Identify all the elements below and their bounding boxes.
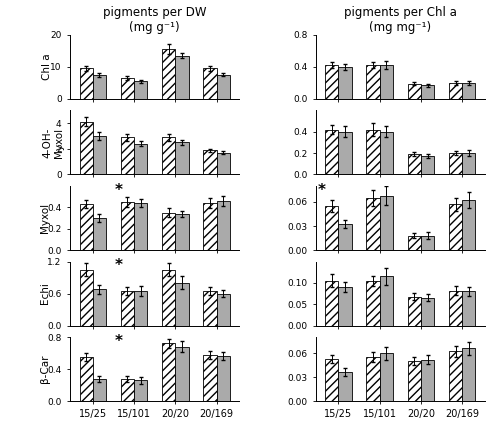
Bar xyxy=(408,235,421,250)
Bar xyxy=(462,201,475,250)
Text: *: * xyxy=(318,183,326,198)
Bar xyxy=(449,290,462,326)
Bar xyxy=(92,379,106,401)
Title: pigments per DW
(mg g⁻¹): pigments per DW (mg g⁻¹) xyxy=(103,6,206,34)
Bar xyxy=(325,359,338,401)
Bar xyxy=(380,353,393,401)
Bar xyxy=(162,137,175,174)
Bar xyxy=(449,153,462,174)
Bar xyxy=(162,213,175,250)
Bar xyxy=(216,356,230,401)
Bar xyxy=(366,281,380,326)
Bar xyxy=(162,269,175,326)
Bar xyxy=(92,289,106,326)
Y-axis label: Chl a: Chl a xyxy=(42,54,52,80)
Bar xyxy=(380,276,393,326)
Bar xyxy=(121,78,134,99)
Bar xyxy=(462,83,475,99)
Bar xyxy=(92,218,106,250)
Bar xyxy=(134,380,147,401)
Bar xyxy=(449,204,462,250)
Bar xyxy=(421,85,434,99)
Bar xyxy=(216,201,230,250)
Bar xyxy=(80,68,92,99)
Bar xyxy=(134,203,147,250)
Bar xyxy=(421,157,434,174)
Bar xyxy=(134,81,147,99)
Text: *: * xyxy=(115,334,123,349)
Bar xyxy=(449,83,462,99)
Bar xyxy=(216,153,230,174)
Y-axis label: 4-OH-
Myxol: 4-OH- Myxol xyxy=(42,127,64,158)
Title: pigments per Chl a
(mg mg⁻¹): pigments per Chl a (mg mg⁻¹) xyxy=(344,6,457,34)
Bar xyxy=(338,132,351,174)
Bar xyxy=(325,206,338,250)
Bar xyxy=(421,235,434,250)
Text: *: * xyxy=(115,258,123,273)
Bar xyxy=(92,75,106,99)
Bar xyxy=(408,154,421,174)
Bar xyxy=(338,67,351,99)
Bar xyxy=(462,291,475,326)
Bar xyxy=(216,293,230,326)
Bar xyxy=(92,136,106,174)
Bar xyxy=(134,144,147,174)
Bar xyxy=(462,348,475,401)
Bar xyxy=(408,361,421,401)
Bar xyxy=(338,225,351,250)
Bar xyxy=(366,129,380,174)
Bar xyxy=(176,347,188,401)
Bar xyxy=(408,84,421,99)
Bar xyxy=(421,298,434,326)
Bar xyxy=(325,65,338,99)
Bar xyxy=(216,75,230,99)
Bar xyxy=(162,344,175,401)
Bar xyxy=(338,287,351,326)
Bar xyxy=(338,371,351,401)
Bar xyxy=(80,204,92,250)
Bar xyxy=(204,203,216,250)
Bar xyxy=(366,357,380,401)
Bar xyxy=(408,296,421,326)
Bar xyxy=(162,49,175,99)
Bar xyxy=(121,379,134,401)
Bar xyxy=(121,202,134,250)
Y-axis label: β-Car: β-Car xyxy=(40,355,50,383)
Bar xyxy=(176,56,188,99)
Bar xyxy=(204,355,216,401)
Bar xyxy=(449,351,462,401)
Bar xyxy=(366,198,380,250)
Bar xyxy=(380,65,393,99)
Bar xyxy=(121,291,134,326)
Bar xyxy=(380,196,393,250)
Bar xyxy=(176,283,188,326)
Bar xyxy=(176,143,188,174)
Bar xyxy=(80,122,92,174)
Bar xyxy=(204,291,216,326)
Bar xyxy=(176,214,188,250)
Bar xyxy=(204,68,216,99)
Bar xyxy=(462,153,475,174)
Y-axis label: Myxol: Myxol xyxy=(40,203,50,233)
Bar xyxy=(325,281,338,326)
Bar xyxy=(366,65,380,99)
Bar xyxy=(80,357,92,401)
Bar xyxy=(80,269,92,326)
Bar xyxy=(421,360,434,401)
Y-axis label: Echi: Echi xyxy=(40,283,50,304)
Bar xyxy=(380,132,393,174)
Bar xyxy=(121,137,134,174)
Bar xyxy=(325,129,338,174)
Bar xyxy=(134,291,147,326)
Bar xyxy=(204,150,216,174)
Text: *: * xyxy=(115,183,123,198)
